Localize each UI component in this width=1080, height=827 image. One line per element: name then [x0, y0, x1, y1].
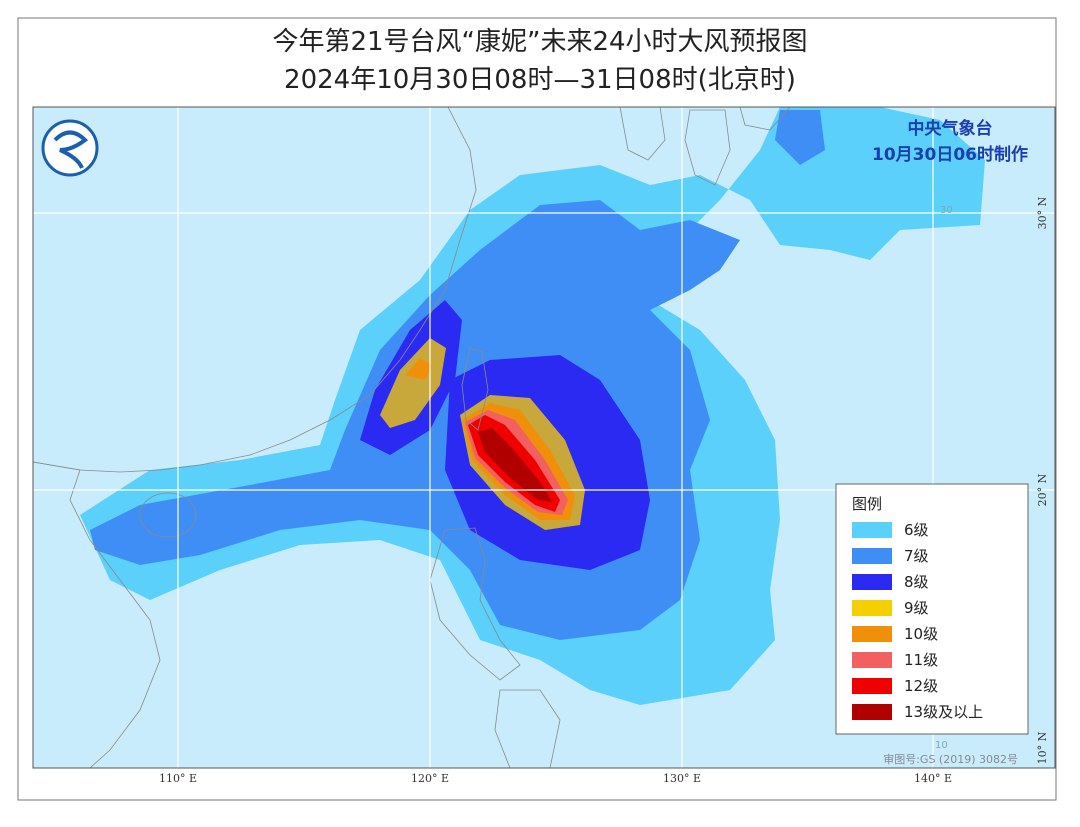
legend-label: 13级及以上	[904, 703, 983, 721]
longitude-label: 110° E	[159, 772, 197, 785]
legend-label: 12级	[904, 677, 938, 695]
map	[32, 106, 1056, 769]
title: 今年第21号台风“康妮”未来24小时大风预报图	[272, 27, 807, 57]
agency-name: 中央气象台	[908, 118, 993, 139]
legend-swatch	[852, 678, 892, 694]
wind-zone-10	[405, 358, 432, 380]
land-taiwan	[461, 347, 489, 431]
land-indochina	[33, 461, 161, 768]
axis-labels: 110° E 120° E 130° E 140° E 30° N 20° N 10° N	[159, 196, 1049, 785]
land-japan	[739, 107, 791, 131]
longitude-label: 130° E	[663, 772, 701, 785]
land-japan	[684, 109, 731, 186]
review-number: 审图号:GS (2019) 3082号	[883, 752, 1018, 766]
map-label: 10	[935, 740, 948, 751]
map-border	[32, 106, 1056, 769]
legend-label: 9级	[904, 599, 929, 617]
legend-swatch	[852, 522, 892, 538]
legend-label: 6级	[904, 521, 929, 539]
longitude-label: 140° E	[914, 772, 952, 785]
issue-time: 10月30日06时制作	[872, 144, 1028, 165]
wind-zone-13	[478, 428, 552, 502]
legend-label: 7级	[904, 547, 929, 565]
legend-swatch	[852, 548, 892, 564]
map-label: 30	[940, 205, 953, 216]
logo	[41, 119, 99, 177]
land-korea	[619, 107, 666, 161]
wind-zone-7	[775, 110, 825, 165]
latitude-label: 20° N	[1036, 473, 1049, 506]
subtitle: 2024年10月30日08时—31日08时(北京时)	[284, 65, 796, 95]
land-philippines	[494, 689, 561, 768]
land-china	[33, 107, 477, 473]
legend-title: 图例	[852, 495, 882, 513]
latitude-label: 30° N	[1036, 196, 1049, 229]
legend-label: 8级	[904, 573, 929, 591]
legend-label: 10级	[904, 625, 938, 643]
legend: 图例 6级 7级 8级 9级 10级 11级 12级 13级及以上	[835, 483, 1029, 735]
legend-swatch	[852, 652, 892, 668]
longitude-label: 120° E	[411, 772, 449, 785]
land-luzon	[429, 527, 521, 681]
legend-swatch	[852, 704, 892, 720]
legend-swatch	[852, 600, 892, 616]
legend-label: 11级	[904, 651, 938, 669]
legend-swatch	[852, 626, 892, 642]
legend-swatch	[852, 574, 892, 590]
latitude-label: 10° N	[1036, 731, 1049, 764]
land-hainan	[139, 492, 197, 538]
